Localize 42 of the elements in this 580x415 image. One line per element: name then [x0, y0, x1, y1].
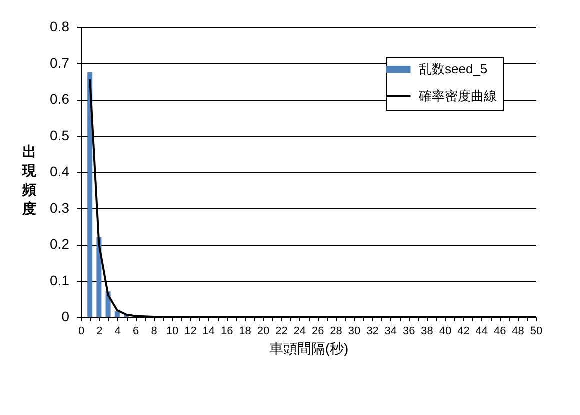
x-tick-label: 12 [184, 326, 197, 338]
bar [114, 312, 120, 317]
x-tick-label: 22 [276, 326, 288, 338]
x-tick-label: 42 [458, 326, 470, 338]
x-tick-label: 24 [294, 326, 306, 338]
x-tick-label: 16 [220, 326, 234, 338]
y-tick-label: 0.6 [50, 91, 70, 107]
legend-label: 乱数seed_5 [419, 62, 488, 76]
x-tick-label: 36 [402, 326, 416, 338]
x-tick-label: 14 [202, 326, 216, 338]
legend-label: 確率密度曲線 [418, 88, 497, 104]
x-tick-label: 48 [512, 326, 524, 338]
x-tick-label: 28 [330, 326, 342, 338]
x-tick-label: 32 [366, 326, 379, 338]
x-tick-label: 26 [312, 326, 324, 338]
y-tick-label: 0 [62, 308, 70, 324]
y-tick-label: 0.4 [50, 164, 70, 180]
y-tick-label: 0.2 [50, 236, 70, 252]
x-tick-label: 8 [151, 326, 158, 338]
y-tick-label: 0.7 [50, 54, 70, 71]
x-tick-label: 40 [439, 326, 452, 338]
x-tick-label: 0 [78, 326, 85, 338]
x-axis-title: 車頭間隔(秒) [269, 340, 349, 356]
bar [96, 237, 102, 317]
x-tick-label: 44 [476, 326, 488, 338]
x-tick-label: 50 [530, 326, 543, 338]
x-tick-label: 10 [166, 326, 179, 338]
x-tick-label: 46 [494, 326, 506, 338]
y-tick-label: 0.8 [50, 18, 70, 34]
y-tick-label: 0.1 [50, 272, 70, 288]
x-tick-label: 30 [348, 326, 361, 338]
y-tick-label: 0.5 [50, 127, 70, 144]
y-axis-title: 出現頻度 [22, 144, 38, 216]
x-tick-label: 2 [96, 326, 103, 338]
y-tick-label: 0.3 [50, 200, 70, 216]
bar [88, 72, 93, 317]
x-tick-label: 18 [239, 326, 252, 338]
x-tick-label: 6 [133, 326, 140, 338]
x-tick-label: 34 [384, 326, 398, 338]
x-tick-label: 4 [114, 326, 121, 338]
x-tick-label: 20 [257, 326, 270, 338]
x-tick-label: 38 [421, 326, 434, 338]
